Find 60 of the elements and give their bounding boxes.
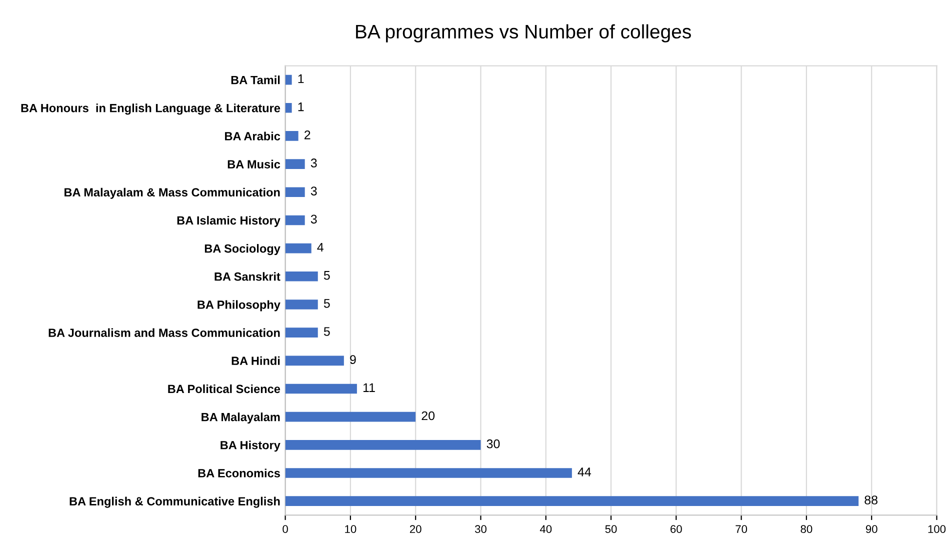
data-label: 5 — [324, 299, 330, 308]
bar — [285, 159, 305, 169]
bar — [285, 271, 318, 282]
y-tick-label: BA Malayalam & Mass Communication — [64, 188, 280, 199]
bar — [285, 102, 292, 113]
bar — [285, 300, 318, 310]
data-label: 9 — [350, 355, 356, 364]
data-label: 5 — [324, 327, 330, 336]
y-tick-label: BA Sociology — [204, 244, 280, 256]
x-tick-label: 100 — [928, 525, 946, 534]
data-label: 3 — [310, 186, 317, 196]
y-tick-label: BA Malayalam — [202, 412, 280, 424]
bar — [285, 356, 344, 366]
bar — [285, 187, 305, 198]
y-tick-label: BA History — [220, 440, 280, 452]
y-tick-label: BA Islamic History — [177, 216, 280, 227]
x-tick-label: 20 — [410, 525, 422, 534]
y-tick-label: BA Tamil — [231, 76, 280, 84]
x-tick-label: 30 — [474, 525, 486, 534]
data-label: 44 — [578, 468, 592, 476]
y-tick-label: BA Arabic — [225, 132, 280, 140]
data-label: 4 — [317, 242, 324, 252]
chart-title: BA programmes vs Number of colleges — [356, 24, 691, 42]
bar — [285, 74, 292, 85]
y-tick-label: BA Sanskrit — [214, 272, 280, 281]
bar — [285, 384, 357, 394]
bar — [285, 243, 312, 254]
x-tick-label: 60 — [670, 525, 682, 534]
data-label: 1 — [298, 102, 304, 112]
x-tick-label: 80 — [800, 525, 812, 534]
x-tick-label: 50 — [605, 525, 617, 534]
y-tick-label: BA Economics — [198, 468, 280, 478]
x-tick-label: 0 — [282, 525, 288, 534]
y-tick-label: BA Hindi — [232, 356, 280, 366]
bar — [285, 412, 416, 422]
y-tick-label: BA Philosophy — [198, 300, 280, 312]
data-label: 30 — [486, 439, 500, 448]
bar — [285, 468, 572, 478]
y-tick-label: BA Music — [228, 160, 280, 168]
data-label: 20 — [422, 411, 435, 420]
bar — [285, 440, 481, 450]
data-label: 3 — [310, 214, 317, 224]
y-tick-label: BA Political Science — [168, 384, 280, 394]
data-label: 2 — [304, 130, 310, 140]
y-tick-label: BA Journalism and Mass Communication — [48, 328, 280, 337]
bar — [285, 328, 318, 338]
bar — [285, 131, 298, 141]
data-label: 88 — [864, 496, 878, 504]
data-label: 11 — [363, 383, 375, 392]
x-tick-label: 70 — [736, 525, 748, 534]
x-tick-label: 90 — [866, 525, 878, 534]
bar — [285, 215, 305, 226]
y-tick-label: BA English & Communicative English — [70, 496, 280, 508]
x-tick-label: 40 — [540, 525, 552, 534]
x-tick-label: 10 — [345, 525, 356, 534]
data-label: 1 — [298, 74, 304, 84]
y-tick-label: BA Honours in English Language & Literature — [21, 104, 280, 115]
bar — [285, 496, 859, 506]
data-label: 5 — [324, 271, 330, 280]
data-label: 3 — [310, 158, 317, 168]
